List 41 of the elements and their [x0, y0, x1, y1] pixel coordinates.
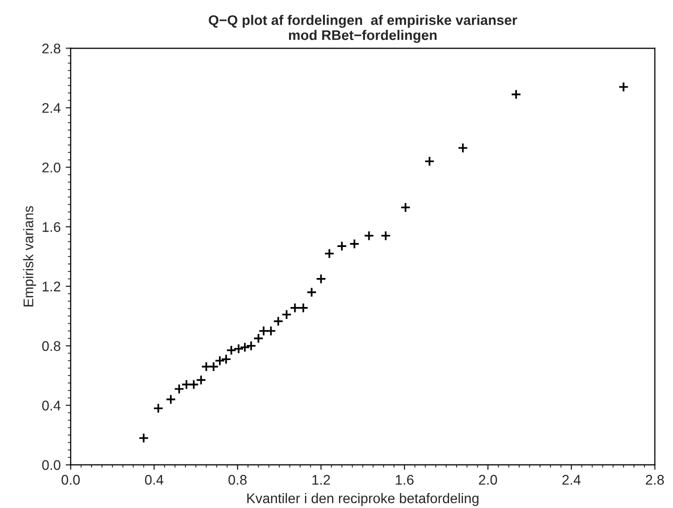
point: [324, 248, 335, 259]
point: [458, 142, 468, 154]
y-tick-label: 0.0: [42, 460, 60, 470]
x-tick-label: 1.6: [396, 474, 414, 485]
point: [298, 302, 309, 314]
point: [364, 230, 374, 241]
y-tick-label: 1.2: [42, 282, 60, 292]
point: [336, 240, 348, 252]
point: [424, 156, 435, 167]
y-tick-label: 2.0: [42, 162, 60, 172]
x-tick-label: 2.4: [562, 474, 581, 485]
point: [316, 274, 326, 284]
x-tick-label: 0.4: [145, 474, 164, 485]
point: [153, 403, 164, 414]
x-axis-title: Kvantiler i den reciproke betafordeling: [247, 493, 478, 506]
point: [281, 309, 292, 320]
point: [201, 361, 212, 372]
point: [273, 316, 284, 326]
y-tick-label: 1.6: [42, 222, 60, 232]
point: [400, 202, 411, 213]
point: [349, 238, 360, 250]
chart-title: Q−Q plot af fordelingen af empiriske varianser mod RBet−fordelingen: [208, 14, 518, 43]
y-tick-label: 2.4: [42, 103, 61, 113]
y-axis-title: Empirisk varians: [23, 206, 36, 306]
point: [138, 432, 149, 444]
point: [380, 230, 391, 241]
x-tick-label: 2.8: [646, 474, 664, 485]
point: [290, 302, 300, 314]
y-tick-label: 0.4: [42, 400, 61, 410]
point: [166, 394, 176, 405]
point: [266, 326, 276, 336]
point: [510, 89, 522, 100]
x-tick-label: 0.0: [62, 474, 80, 485]
y-tick-label: 0.8: [42, 341, 60, 351]
x-tick-label: 1.2: [312, 474, 330, 485]
point: [618, 82, 629, 92]
point: [226, 345, 237, 356]
x-tick-label: 2.0: [478, 474, 498, 485]
x-tick-label: 0.8: [228, 474, 247, 485]
y-tick-label: 2.8: [42, 44, 60, 54]
point: [306, 287, 317, 298]
